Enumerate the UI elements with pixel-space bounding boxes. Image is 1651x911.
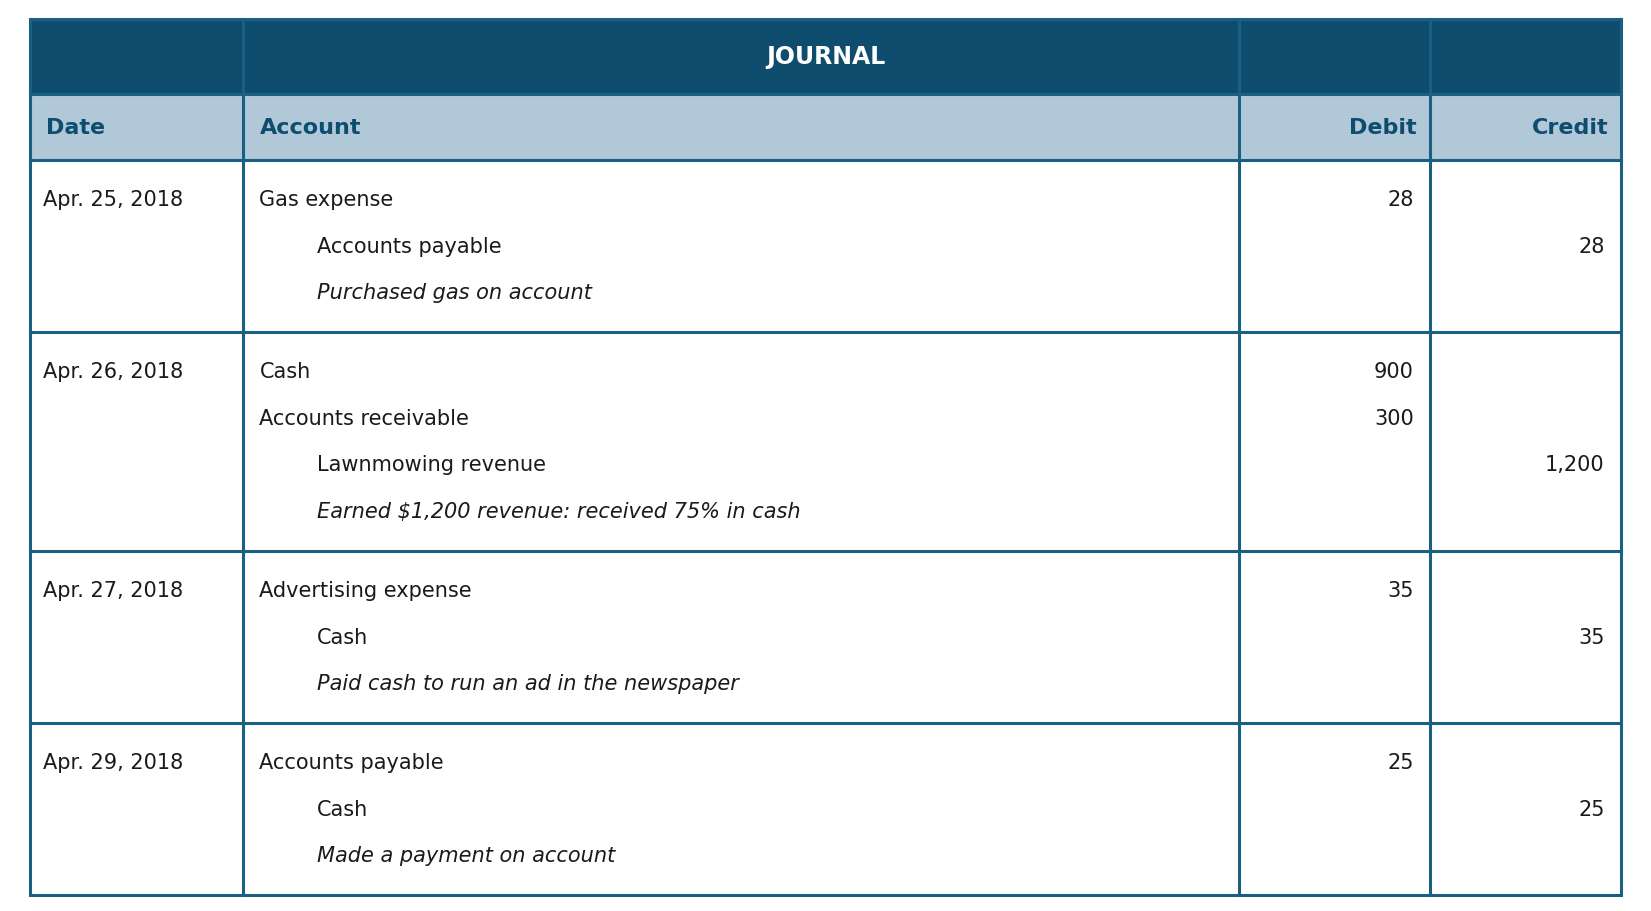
Text: Apr. 26, 2018: Apr. 26, 2018 — [43, 362, 183, 381]
Text: Cash: Cash — [259, 362, 310, 381]
Text: Date: Date — [46, 118, 106, 138]
Text: Debit: Debit — [1349, 118, 1417, 138]
Text: Credit: Credit — [1532, 118, 1608, 138]
Text: Accounts payable: Accounts payable — [317, 236, 502, 256]
Text: Purchased gas on account: Purchased gas on account — [317, 283, 593, 303]
Text: JOURNAL: JOURNAL — [766, 46, 885, 69]
Bar — [30, 20, 1621, 95]
Text: Made a payment on account: Made a payment on account — [317, 845, 616, 865]
Text: Accounts payable: Accounts payable — [259, 752, 444, 772]
Bar — [30, 95, 1621, 160]
Text: 300: 300 — [1374, 408, 1413, 428]
Text: Advertising expense: Advertising expense — [259, 580, 472, 600]
Text: Apr. 27, 2018: Apr. 27, 2018 — [43, 580, 183, 600]
Text: 28: 28 — [1387, 189, 1413, 210]
Text: Apr. 29, 2018: Apr. 29, 2018 — [43, 752, 183, 772]
Text: 25: 25 — [1578, 799, 1605, 819]
Text: 28: 28 — [1578, 236, 1605, 256]
Text: Account: Account — [259, 118, 362, 138]
Bar — [30, 160, 1621, 895]
Text: Cash: Cash — [317, 799, 368, 819]
Text: 900: 900 — [1374, 362, 1413, 381]
Text: Paid cash to run an ad in the newspaper: Paid cash to run an ad in the newspaper — [317, 674, 740, 693]
Text: 35: 35 — [1578, 627, 1605, 647]
Text: Cash: Cash — [317, 627, 368, 647]
Text: Lawnmowing revenue: Lawnmowing revenue — [317, 455, 546, 475]
Text: Gas expense: Gas expense — [259, 189, 393, 210]
Text: Accounts receivable: Accounts receivable — [259, 408, 469, 428]
Text: 35: 35 — [1387, 580, 1413, 600]
Text: 25: 25 — [1387, 752, 1413, 772]
Text: Apr. 25, 2018: Apr. 25, 2018 — [43, 189, 183, 210]
Text: Earned $1,200 revenue: received 75% in cash: Earned $1,200 revenue: received 75% in c… — [317, 502, 801, 522]
Text: 1,200: 1,200 — [1545, 455, 1605, 475]
